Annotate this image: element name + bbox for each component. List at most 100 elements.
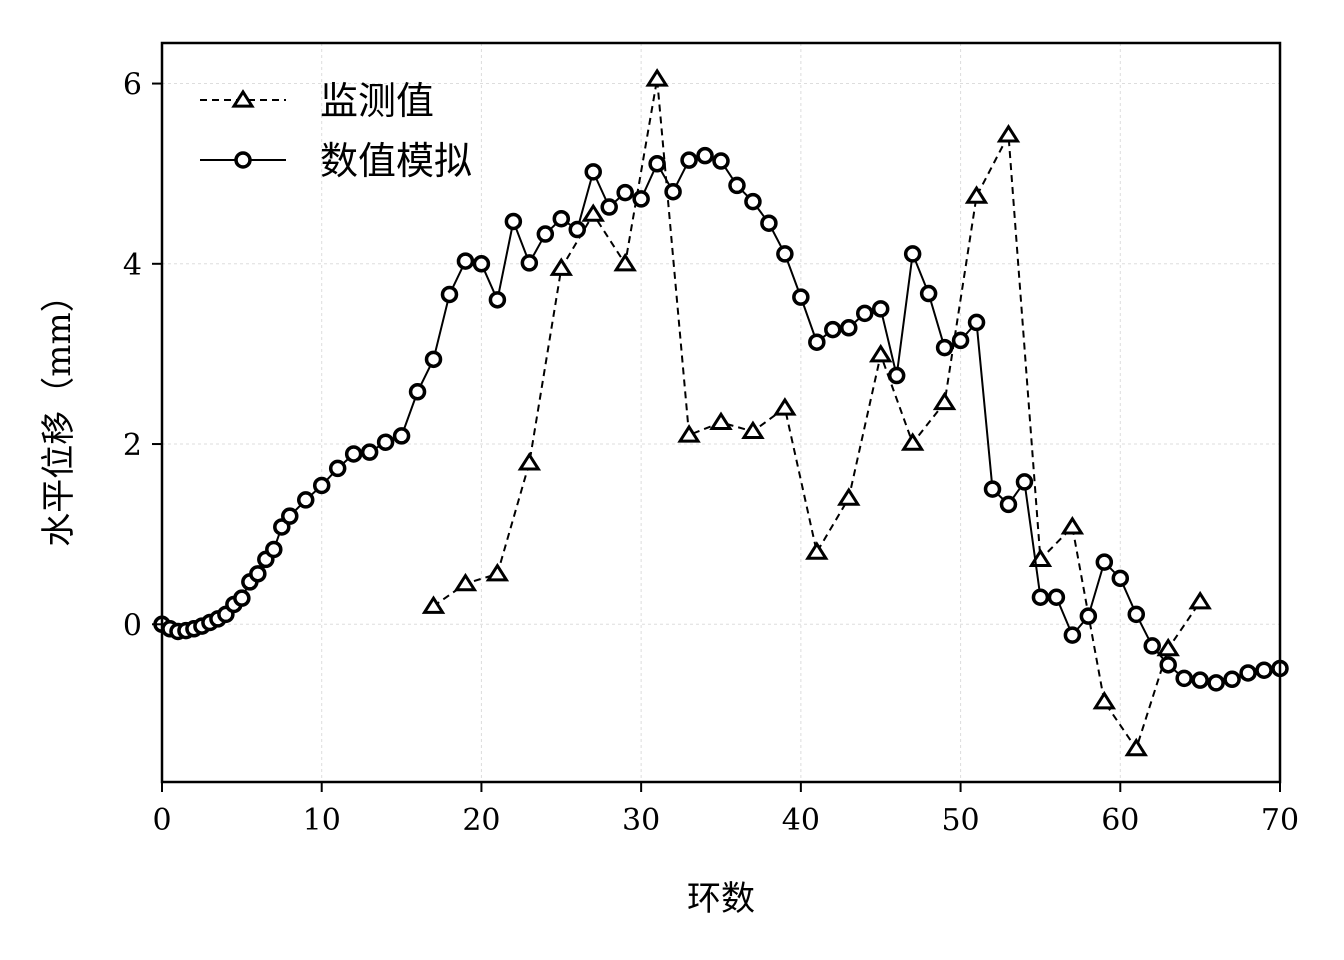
data-point-circle [392, 427, 411, 445]
data-point-circle [616, 183, 634, 202]
data-point-circle [472, 255, 491, 273]
data-point-triangle [453, 572, 478, 592]
data-point-circle [1223, 670, 1241, 689]
data-point-circle [600, 198, 618, 216]
data-point-circle [887, 366, 906, 385]
data-point-triangle [868, 343, 893, 363]
data-point-circle [408, 383, 427, 401]
y-tick-label: 0 [123, 608, 142, 643]
data-point-circle [584, 163, 602, 181]
data-point-triangle [517, 452, 542, 471]
data-point-circle [488, 291, 507, 309]
data-point-triangle [421, 595, 446, 614]
data-point-triangle [837, 487, 861, 506]
x-tick-label: 60 [1101, 803, 1139, 838]
data-point-circle [233, 589, 251, 607]
data-point-triangle [645, 68, 669, 87]
data-point-triangle [1092, 690, 1117, 710]
data-point-circle [424, 350, 443, 369]
data-point-circle [1095, 553, 1114, 571]
data-point-triangle [1060, 516, 1085, 535]
legend-label-simulation: 数值模拟 [320, 139, 472, 183]
data-point-triangle [709, 411, 733, 430]
data-point-circle [249, 565, 267, 583]
data-point-circle [552, 209, 571, 228]
data-point-circle [1255, 661, 1273, 679]
data-point-circle [440, 285, 459, 304]
legend-label-monitored: 监测值 [320, 79, 434, 123]
data-point-circle [568, 220, 587, 239]
data-point-circle [504, 212, 523, 231]
data-point-circle [360, 443, 379, 461]
x-tick-label: 20 [462, 803, 500, 838]
data-point-circle [1031, 588, 1050, 606]
data-point-circle [744, 192, 762, 211]
data-point-circle [664, 182, 682, 201]
data-point-circle [520, 254, 539, 272]
y-tick-label: 2 [123, 428, 142, 463]
data-point-triangle [741, 420, 765, 440]
data-point-circle [1015, 473, 1034, 491]
grid-lines [161, 43, 1281, 782]
plot-area [153, 68, 1289, 757]
data-point-circle [1239, 664, 1257, 682]
series-simulation [153, 146, 1289, 692]
y-axis: 0 2 4 6 [123, 68, 162, 643]
series-line [432, 78, 1201, 751]
data-point-circle [1207, 674, 1225, 692]
data-point-triangle [549, 257, 574, 276]
series-monitored [421, 68, 1212, 757]
data-point-triangle [900, 432, 925, 451]
data-point-circle [1047, 588, 1066, 606]
x-tick-label: 70 [1261, 803, 1299, 838]
x-tick-label: 50 [941, 803, 979, 838]
data-point-circle [999, 495, 1018, 514]
data-point-triangle [773, 397, 797, 416]
data-point-circle [967, 313, 986, 332]
data-point-circle [712, 152, 730, 170]
data-point-circle [903, 245, 922, 263]
data-point-circle [281, 507, 299, 525]
x-axis: 0 10 20 30 40 50 60 70 [152, 782, 1299, 838]
legend-triangle-marker-icon [231, 89, 255, 108]
x-tick-label: 40 [782, 803, 820, 838]
data-point-circle [1191, 671, 1209, 689]
x-tick-label: 30 [622, 803, 660, 838]
data-point-circle [919, 284, 938, 303]
legend: 监测值 数值模拟 [200, 79, 472, 183]
data-point-circle [456, 252, 475, 270]
x-axis-title: 环数 [687, 879, 755, 919]
data-point-circle [951, 331, 970, 350]
plot-frame [160, 41, 1282, 784]
data-point-circle [376, 433, 395, 451]
data-point-circle [983, 480, 1002, 498]
data-point-circle [648, 155, 666, 173]
data-point-circle [680, 151, 698, 169]
x-tick-label: 10 [303, 803, 341, 838]
data-point-circle [840, 319, 858, 337]
y-tick-label: 6 [123, 68, 142, 103]
data-point-circle [344, 445, 363, 463]
data-point-circle [1127, 605, 1146, 624]
data-point-triangle [677, 424, 701, 443]
data-point-circle [1079, 607, 1098, 625]
data-point-circle [696, 146, 714, 165]
data-point-circle [776, 245, 794, 263]
data-point-circle [1063, 626, 1082, 644]
data-point-circle [792, 288, 810, 306]
data-point-triangle [1124, 737, 1148, 757]
data-point-circle [312, 476, 331, 495]
data-point-circle [855, 304, 874, 323]
data-point-circle [1111, 569, 1130, 588]
data-point-triangle [964, 185, 989, 204]
data-point-triangle [996, 124, 1021, 143]
data-point-circle [1143, 637, 1161, 655]
data-point-circle [824, 320, 842, 339]
data-point-circle [871, 300, 890, 318]
data-point-triangle [1156, 637, 1180, 657]
legend-circle-marker-icon [234, 151, 252, 169]
data-point-circle [265, 540, 283, 559]
data-point-triangle [805, 541, 829, 560]
data-point-circle [1159, 656, 1177, 674]
